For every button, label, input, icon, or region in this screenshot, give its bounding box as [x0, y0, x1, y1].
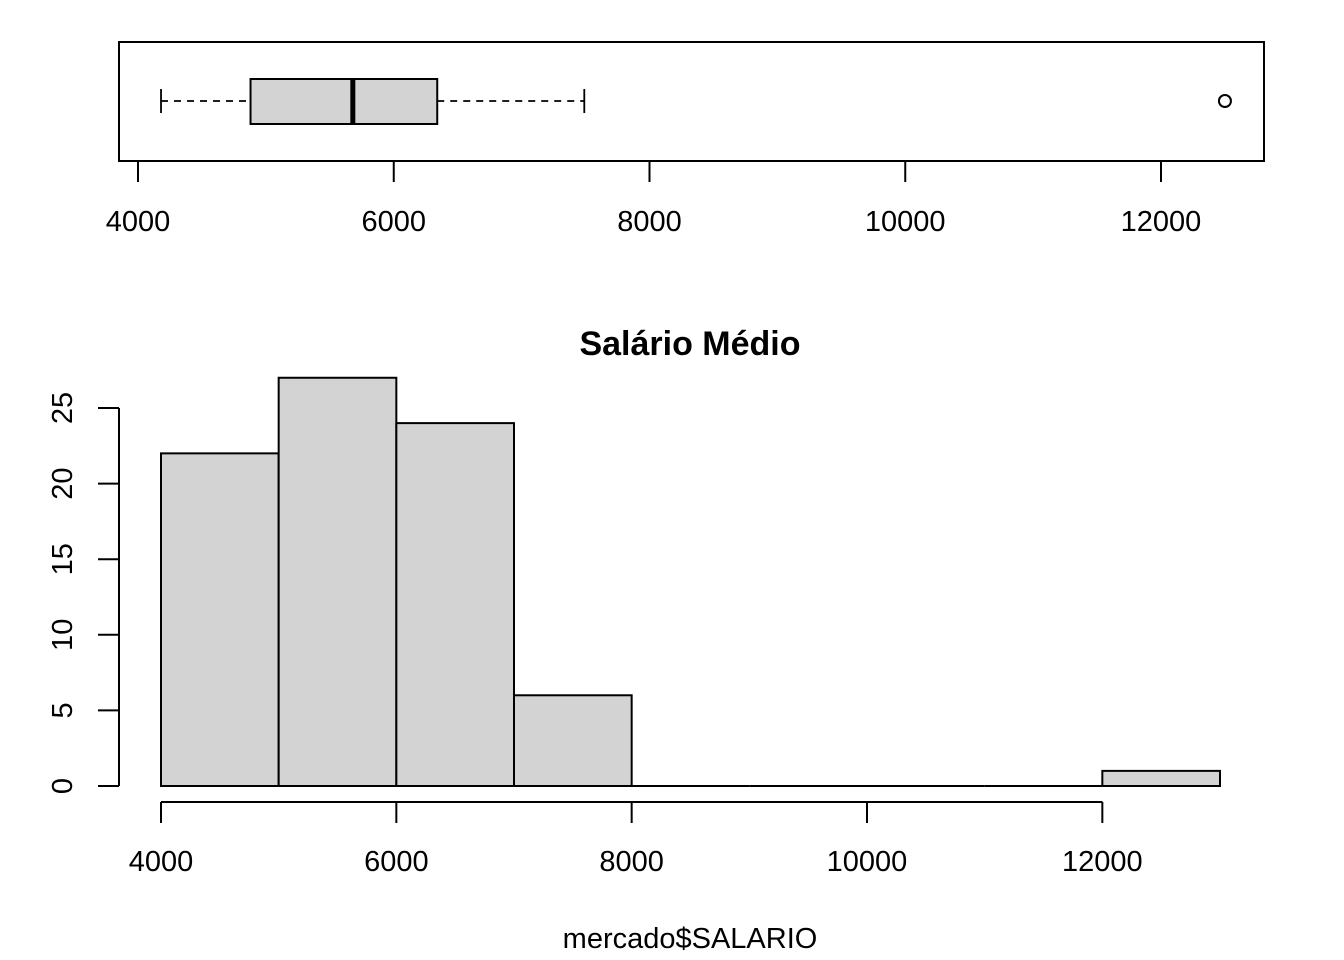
histogram-bar [277, 376, 398, 787]
histogram-x-axis-label: mercado$SALARIO [563, 923, 818, 955]
boxplot-outlier [1217, 94, 1232, 108]
histogram-x-tick-label: 4000 [129, 846, 194, 878]
histogram-y-tick-label: 5 [47, 702, 79, 718]
histogram-chart: Salário Médio 4000 6000 8000 10000 12000 0 5 1… [47, 325, 1222, 955]
histogram-y-tick-label: 25 [47, 392, 79, 424]
histogram-bar [1101, 769, 1222, 788]
boxplot-axis-tick-label: 6000 [361, 206, 426, 238]
histogram-title: Salário Médio [579, 325, 800, 363]
histogram-x-tick-label: 6000 [364, 846, 429, 878]
boxplot-box [249, 78, 439, 125]
histogram-bar [513, 694, 633, 788]
histogram-y-tick-label: 0 [47, 778, 79, 794]
histogram-x-tick-label: 10000 [827, 846, 908, 878]
boxplot-axis-tick-label: 10000 [865, 206, 946, 238]
histogram-y-tick-label: 10 [47, 619, 79, 651]
histogram-y-axis: 0 5 10 15 20 25 [47, 392, 120, 794]
boxplot-marks [160, 78, 1232, 125]
histogram-bar [395, 422, 516, 787]
histogram-x-tick-label: 8000 [599, 846, 664, 878]
histogram-y-tick-label: 15 [47, 543, 79, 575]
histogram-bar [160, 452, 280, 787]
boxplot-axis-tick-label: 4000 [106, 206, 171, 238]
boxplot-x-axis: 4000 6000 8000 10000 12000 [106, 160, 1202, 238]
boxplot-axis-tick-label: 12000 [1121, 206, 1202, 238]
boxplot-chart: 4000 6000 8000 10000 12000 [106, 41, 1265, 238]
boxplot-axis-tick-label: 8000 [617, 206, 682, 238]
histogram-x-tick-label: 12000 [1062, 846, 1143, 878]
histogram-x-axis: 4000 6000 8000 10000 12000 [129, 801, 1143, 878]
histogram-y-tick-label: 20 [47, 467, 79, 499]
histogram-bars [160, 376, 1222, 788]
